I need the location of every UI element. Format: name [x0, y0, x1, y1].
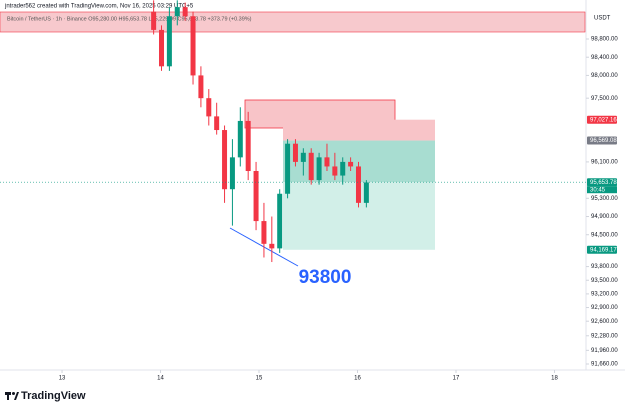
x-tick-label: 18 — [551, 376, 558, 382]
position-zone — [283, 119, 435, 141]
candle-body — [237, 120, 243, 158]
logo — [5, 392, 19, 400]
y-tick-label: 98,800.00 — [591, 37, 618, 43]
x-tick-label: 15 — [256, 376, 263, 382]
candle-body — [292, 143, 298, 162]
candle-body — [348, 161, 354, 167]
candle-body — [245, 120, 251, 172]
candle-body — [174, 7, 180, 17]
y-tick-label: 93,800.00 — [591, 264, 618, 270]
y-tick-label: 94,500.00 — [591, 232, 618, 238]
candle-body — [300, 152, 306, 162]
currency: USDT — [594, 16, 611, 22]
y-tick-label: 93,200.00 — [591, 291, 618, 297]
credit: jntrader562 created with TradingView.com… — [4, 4, 194, 10]
y-tick-label: 91,960.00 — [591, 348, 618, 354]
price-tag — [587, 178, 617, 187]
candle-body — [261, 221, 267, 244]
candle-body — [182, 7, 188, 17]
y-tick-label: 96,100.00 — [591, 159, 618, 165]
candle-body — [355, 166, 361, 203]
resistance-zone — [0, 11, 586, 33]
candle-body — [253, 171, 259, 222]
y-tick-label: 97,500.00 — [591, 96, 618, 102]
logo-mark — [14, 392, 19, 400]
candle-body — [277, 193, 283, 249]
price-tag — [587, 115, 617, 124]
y-tick-label: 91,660.00 — [591, 362, 618, 368]
candle-body — [166, 16, 172, 67]
logo-mark — [7, 395, 9, 400]
countdown: 30:45 — [590, 187, 606, 193]
y-tick-label: 93,500.00 — [591, 278, 618, 284]
candle-body — [324, 157, 330, 167]
countdown-bg — [587, 186, 617, 194]
candle-body — [285, 143, 291, 194]
price-tag-label: 94,169.17 — [590, 247, 617, 253]
brand: TradingView — [21, 390, 86, 402]
candle-body — [151, 11, 157, 30]
candle-body — [190, 16, 196, 76]
candle-body — [269, 243, 275, 249]
y-tick-label: 98,000.00 — [591, 73, 618, 79]
candle-body — [229, 157, 235, 190]
price-tag-label: 96,569.08 — [590, 138, 617, 144]
candle-body — [316, 157, 322, 181]
y-tick-label: 92,900.00 — [591, 305, 618, 311]
x-tick-label: 16 — [354, 376, 361, 382]
y-tick-label: 92,280.00 — [591, 333, 618, 339]
x-tick-label: 13 — [59, 376, 66, 382]
logo-mark — [12, 392, 15, 395]
price-tag — [587, 245, 617, 254]
price-tag-label: 97,027.16 — [590, 117, 617, 123]
legend: Bitcoin / TetherUS · 1h · Binance O95,28… — [7, 16, 252, 22]
logo-mark — [5, 392, 11, 395]
candle-body — [222, 130, 228, 190]
candle-body — [340, 161, 346, 176]
y-tick-label: 94,900.00 — [591, 214, 618, 220]
candle-body — [159, 29, 165, 67]
candle-body — [198, 75, 204, 99]
candle-body — [308, 152, 314, 181]
price-tag — [587, 136, 617, 145]
y-tick-label: 98,400.00 — [591, 55, 618, 61]
price-tag-label: 95,653.78 — [590, 180, 617, 186]
y-tick-label: 95,300.00 — [591, 196, 618, 202]
annotation: 93800 — [299, 267, 352, 288]
candle-body — [363, 182, 369, 203]
y-tick-label: 92,600.00 — [591, 319, 618, 325]
candle-body — [332, 166, 338, 176]
candle-body — [206, 98, 212, 117]
candle-body — [214, 116, 220, 131]
x-tick-label: 14 — [157, 376, 164, 382]
x-tick-label: 17 — [453, 376, 460, 382]
